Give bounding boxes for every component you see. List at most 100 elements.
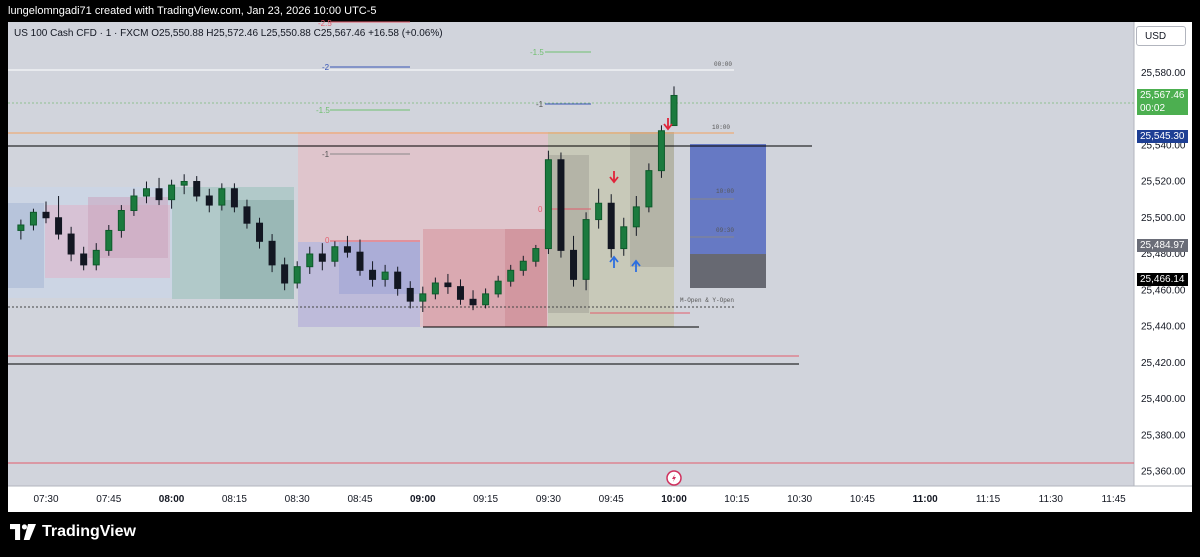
price-tick-label: 25,380.00 (1141, 430, 1186, 441)
candle (670, 86, 678, 127)
candle (193, 176, 201, 202)
candle-body (230, 188, 238, 208)
time-tick-label: 11:30 (1039, 494, 1064, 505)
candle (67, 226, 75, 262)
candle-body (645, 170, 653, 208)
time-axis-ticks: 07:30 07:45 08:00 08:15 08:30 08:45 09:00 09:15… (33, 494, 1126, 505)
candle (582, 212, 590, 291)
arrow-down-icon (663, 118, 673, 131)
fib-label-m2: -2 (322, 63, 330, 72)
fib-label-m1a: -1 (322, 150, 330, 159)
candle-body (482, 293, 490, 306)
candle (343, 235, 351, 258)
candle (142, 181, 150, 204)
candle-body (268, 240, 276, 266)
candle (507, 264, 515, 287)
candle-body (469, 298, 477, 306)
candle-body (570, 249, 578, 280)
candle (381, 264, 389, 287)
time-label-0930: 09:30 (716, 227, 734, 234)
time-tick-label: 07:30 (33, 494, 58, 505)
fib-label-m15a: -1.5 (530, 48, 544, 57)
candle-body (557, 159, 565, 251)
candle-body (117, 210, 125, 231)
price-tick-label: 25,540.00 (1141, 140, 1186, 151)
lightning-icon[interactable] (666, 470, 682, 486)
price-tick-label: 25,580.00 (1141, 68, 1186, 79)
candle-body (595, 202, 603, 221)
time-label-0000: 00:00 (714, 61, 732, 68)
price-tick-label: 25,520.00 (1141, 177, 1186, 188)
candle-body (306, 253, 314, 268)
candle (356, 239, 364, 276)
candle-body (657, 130, 665, 172)
candle (306, 246, 314, 274)
candle-body (456, 286, 464, 300)
candle (180, 174, 188, 195)
fib-label-m25: -2.5 (318, 19, 332, 28)
candle-body (205, 195, 213, 206)
time-tick-label: 09:00 (410, 494, 436, 505)
candle-body (519, 260, 527, 271)
candle-body (406, 287, 414, 302)
candle (544, 150, 552, 254)
candle-body (544, 159, 552, 250)
candle (519, 255, 527, 276)
candle-body (29, 211, 37, 226)
candle-body (17, 224, 25, 231)
price-tick-label: 25,460.00 (1141, 285, 1186, 296)
candle (632, 196, 640, 236)
candle (607, 194, 615, 258)
price-label: 25,484.97 (1137, 238, 1188, 252)
candle-body (180, 181, 188, 186)
candle-body (243, 206, 251, 224)
candle-body (670, 94, 678, 127)
candle (419, 286, 427, 312)
session-box-4b (339, 242, 420, 294)
fib-label-m1b: -1 (536, 100, 544, 109)
candle-body (168, 184, 176, 201)
currency-button[interactable]: USD (1136, 26, 1186, 46)
fib-label-0b: 0 (538, 205, 543, 214)
candle (657, 125, 665, 178)
candle (105, 225, 113, 256)
candle (130, 188, 138, 216)
candle-body (105, 229, 113, 251)
time-tick-label: 09:15 (473, 494, 498, 505)
position-box-gray (690, 254, 766, 288)
symbol-info: US 100 Cash CFD · 1 · FXCM O25,550.88 H2… (14, 28, 443, 39)
time-tick-label: 07:45 (96, 494, 121, 505)
candle (595, 188, 603, 229)
time-tick-label: 09:45 (599, 494, 624, 505)
candle-body (431, 282, 439, 295)
tradingview-logo-icon (10, 524, 36, 540)
candles-group (17, 86, 678, 312)
candle-body (381, 271, 389, 280)
candle (281, 257, 289, 291)
candle (29, 208, 37, 231)
candle-body (419, 293, 427, 302)
footer (0, 512, 1200, 557)
candle-body (92, 249, 100, 266)
time-label-1000: 10:00 (716, 188, 734, 195)
candle (369, 261, 377, 287)
candle-body (67, 233, 75, 255)
candle-body (369, 269, 377, 280)
time-tick-label: 10:45 (850, 494, 875, 505)
fib-label-m15b: -1.5 (316, 106, 330, 115)
price-label-countdown: 00:02 (1140, 103, 1166, 115)
arrow-up-icon (609, 255, 619, 268)
chart-canvas[interactable]: -2.5 -1.5 -2 -1.5 -1 -1 0 0 00:00 10:00 … (0, 0, 1200, 512)
session-box-3a (220, 200, 294, 299)
candle (268, 234, 276, 273)
price-tick-label: 25,500.00 (1141, 213, 1186, 224)
candle-body (507, 269, 515, 282)
candle-body (142, 188, 150, 197)
time-tick-label: 08:00 (159, 494, 185, 505)
candle (92, 243, 100, 271)
price-label: 25,567.46 00:02 (1137, 89, 1188, 116)
candle (570, 235, 578, 287)
arrow-up-icon (631, 259, 641, 272)
candle (456, 279, 464, 305)
tradingview-logo[interactable]: TradingView (10, 523, 136, 541)
